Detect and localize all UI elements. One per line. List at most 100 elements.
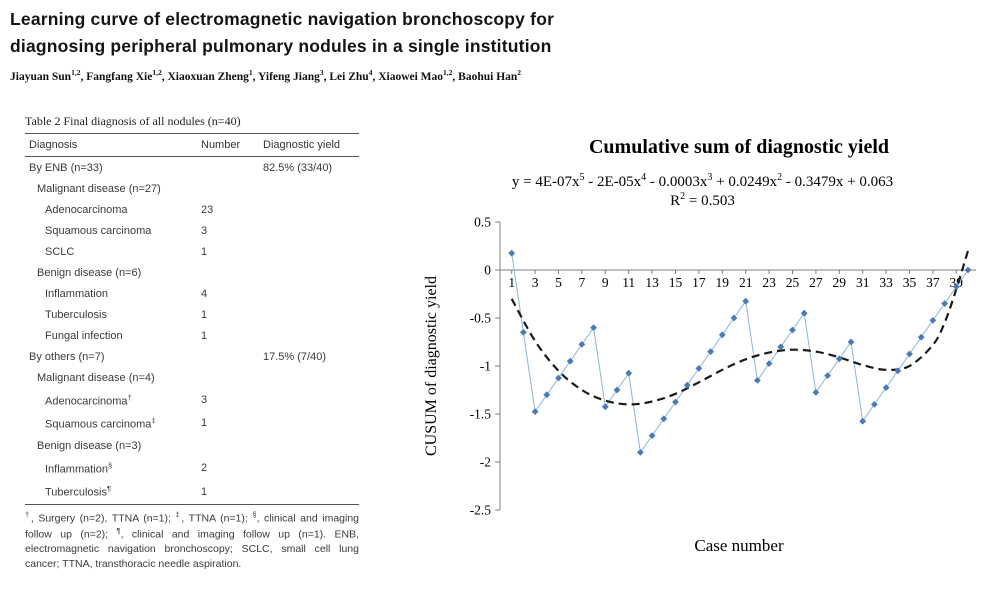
data-point — [800, 309, 808, 317]
data-point — [952, 283, 960, 291]
table-row: Squamous carcinoma 3 — [25, 220, 359, 241]
data-point — [929, 317, 937, 324]
cell-diagnostic-yield — [259, 199, 359, 220]
y-tick-label: -1 — [480, 359, 491, 374]
x-tick-label: 9 — [602, 275, 609, 290]
data-point — [707, 348, 714, 355]
superscript: ‡ — [175, 509, 182, 519]
x-tick-label: 35 — [903, 275, 917, 290]
table-footnote: †, Surgery (n=2), TTNA (n=1); ‡, TTNA (n… — [25, 509, 360, 570]
cell-diagnosis: Adenocarcinoma† — [45, 392, 132, 408]
superscript: 1,2 — [443, 68, 453, 77]
column-header-number: Number — [197, 133, 259, 157]
column-header-diagnosis: Diagnosis — [25, 133, 197, 157]
cell-diagnostic-yield — [259, 220, 359, 241]
data-point — [917, 333, 925, 341]
superscript: 2 — [680, 191, 686, 202]
y-tick-label: -0.5 — [470, 311, 492, 326]
cell-number: 1 — [201, 417, 208, 430]
data-point — [941, 300, 948, 307]
y-tick-label: -1.5 — [470, 407, 492, 422]
table-row: Tuberculosis 1 — [25, 304, 359, 325]
table-row: Squamous carcinoma‡ 1 — [25, 412, 359, 436]
data-point — [648, 432, 656, 439]
table-body: By ENB (n=33) 82.5% (33/40) Malignant dise… — [25, 157, 359, 505]
data-point — [637, 449, 644, 456]
superscript: 1,2 — [152, 68, 162, 77]
data-point — [812, 389, 820, 396]
cell-diagnostic-yield — [259, 479, 359, 505]
cell-number — [197, 157, 259, 179]
data-point — [613, 386, 621, 394]
x-tick-label: 17 — [692, 275, 706, 290]
cell-diagnosis: Tuberculosis — [45, 308, 107, 321]
y-tick-label: 0 — [484, 263, 491, 278]
superscript: 4 — [641, 172, 647, 183]
cell-number: 3 — [201, 224, 208, 237]
cell-diagnosis: SCLC — [45, 245, 75, 258]
cell-diagnostic-yield: 17.5% (7/40) — [263, 350, 326, 363]
authors-line: Jiayuan Sun1,2, Fangfang Xie1,2, Xiaoxua… — [10, 68, 522, 83]
cell-diagnostic-yield — [259, 304, 359, 325]
data-point — [590, 324, 597, 331]
superscript: 2 — [777, 172, 783, 183]
cusum-chart-svg: 0.50-0.5-1-1.5-2-2.51 3 5 7 9 11 13 15 17 19 21 23 2… — [423, 215, 976, 518]
cell-number — [197, 367, 259, 388]
y-tick-label: 0.5 — [474, 215, 491, 230]
y-tick-label: -2.5 — [470, 503, 492, 518]
x-tick-label: 37 — [926, 275, 940, 290]
table-row: By ENB (n=33) 82.5% (33/40) — [25, 157, 359, 179]
cell-diagnosis: Inflammation§ — [45, 460, 113, 476]
data-point — [730, 314, 738, 322]
superscript: 1 — [248, 68, 253, 77]
cell-number — [197, 178, 259, 199]
table-row: By others (n=7) 17.5% (7/40) — [25, 346, 359, 367]
trend-line — [510, 250, 970, 406]
cell-diagnosis: Squamous carcinoma — [45, 224, 152, 237]
cell-diagnosis: Inflammation — [45, 287, 108, 300]
x-tick-label: 25 — [786, 275, 800, 290]
footnote-marker: § — [107, 460, 113, 470]
cell-number: 2 — [201, 462, 208, 475]
data-point — [777, 343, 785, 351]
x-tick-label: 31 — [856, 275, 870, 290]
table-row: Inflammation§ 2 — [25, 456, 359, 480]
data-point — [566, 357, 574, 365]
data-point — [765, 360, 773, 367]
cell-diagnostic-yield — [259, 456, 359, 480]
data-point — [824, 372, 831, 379]
paper-title-line2: diagnosing peripheral pulmonary nodules … — [10, 36, 552, 57]
superscript: 3 — [319, 68, 324, 77]
x-tick-label: 3 — [532, 275, 539, 290]
table-row: Malignant disease (n=27) — [25, 178, 359, 199]
cell-diagnostic-yield — [259, 262, 359, 283]
cell-diagnosis: Adenocarcinoma — [45, 203, 128, 216]
table-row: Malignant disease (n=4) — [25, 367, 359, 388]
cell-number: 23 — [201, 203, 214, 216]
x-tick-label: 11 — [622, 275, 635, 290]
data-point — [894, 367, 902, 375]
table-row: Adenocarcinoma† 3 — [25, 388, 359, 412]
x-tick-label: 23 — [762, 275, 776, 290]
data-point — [871, 401, 878, 408]
y-axis-title: CUSUM of diagnostic yield — [423, 276, 440, 456]
data-point — [578, 341, 586, 348]
cell-number: 1 — [201, 308, 208, 321]
cell-diagnosis: By ENB (n=33) — [29, 161, 103, 174]
column-header-diagnostic-yield: Diagnostic yield — [259, 133, 359, 157]
table-row: Benign disease (n=3) — [25, 435, 359, 456]
cell-diagnostic-yield — [259, 283, 359, 304]
chart-equation: y = 4E-07x5 - 2E-05x4 - 0.0003x3 + 0.024… — [511, 172, 894, 190]
table-caption: Table 2 Final diagnosis of all nodules (… — [25, 114, 241, 128]
cell-number: 1 — [197, 479, 259, 505]
cell-number: 4 — [201, 287, 208, 300]
cell-diagnostic-yield — [259, 388, 359, 412]
cell-diagnostic-yield: 82.5% (33/40) — [263, 161, 333, 174]
data-point — [695, 365, 703, 372]
data-point — [882, 384, 890, 391]
table-header-row: Diagnosis Number Diagnostic yield — [25, 133, 359, 157]
footnote-marker: ‡ — [151, 416, 156, 426]
cusum-series-line — [511, 253, 969, 454]
x-tick-label: 33 — [879, 275, 893, 290]
x-tick-label: 29 — [833, 275, 847, 290]
